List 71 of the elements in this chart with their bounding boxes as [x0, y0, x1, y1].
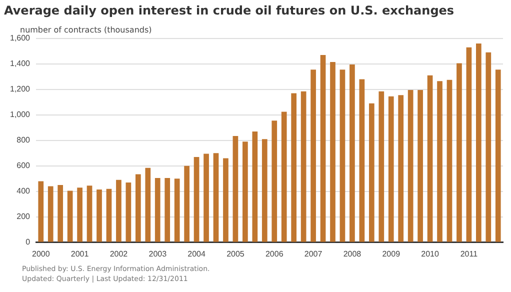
bar [330, 62, 336, 242]
bar [272, 120, 278, 242]
y-tick-label: 1,200 [10, 84, 31, 94]
bar [48, 186, 54, 242]
bar [466, 47, 472, 242]
x-tick-label: 2007 [304, 249, 323, 258]
y-tick-label: 1,000 [10, 110, 31, 120]
x-tick-label: 2008 [343, 249, 362, 258]
bar [281, 112, 287, 242]
x-tick-label: 2011 [460, 249, 478, 258]
bar [58, 185, 64, 242]
y-tick-label: 600 [16, 161, 31, 170]
bar [116, 180, 122, 242]
x-tick-label: 2000 [32, 249, 50, 258]
x-tick-label: 2001 [70, 249, 90, 258]
bar [378, 91, 384, 242]
bar [213, 153, 219, 242]
bar [194, 156, 200, 242]
bar [232, 136, 238, 242]
x-tick-label: 2009 [382, 249, 401, 258]
x-tick-label: 2010 [421, 249, 440, 258]
bar [252, 131, 258, 242]
bar [340, 70, 346, 242]
chart-title: Average daily open interest in crude oil futures on U.S. exchanges [4, 3, 454, 18]
bar [242, 142, 248, 242]
y-tick-label: 400 [16, 186, 31, 196]
bar [446, 80, 452, 242]
bar [320, 54, 326, 242]
bar [204, 154, 209, 242]
bar [456, 63, 462, 242]
y-tick-label: 1,600 [10, 34, 31, 43]
bar [486, 52, 492, 242]
bar [86, 186, 92, 242]
bar [145, 168, 151, 242]
y-tick-label: 1,400 [10, 59, 31, 68]
x-tick-label: 2006 [265, 249, 284, 258]
bar [350, 64, 355, 242]
bar [291, 93, 297, 242]
bar [427, 75, 433, 242]
bar [38, 181, 44, 242]
x-tick-label: 2005 [226, 249, 245, 258]
y-tick-label: 0 [26, 238, 31, 247]
bar [174, 178, 180, 242]
bar [106, 188, 112, 242]
bar [154, 178, 160, 242]
bar [135, 174, 141, 242]
bar [184, 166, 190, 242]
x-tick-label: 2002 [110, 249, 128, 258]
x-tick-label: 2003 [148, 249, 168, 258]
bar [67, 190, 73, 242]
bar [418, 90, 423, 242]
bar [96, 189, 102, 242]
y-axis-title: number of contracts (thousands) [20, 25, 152, 34]
bar [310, 70, 316, 242]
bar [359, 79, 365, 242]
bar [77, 188, 82, 242]
bar [398, 95, 404, 242]
bar [476, 44, 482, 242]
x-tick-label: 2004 [188, 249, 206, 258]
y-tick-label: 200 [16, 212, 31, 222]
bar [408, 90, 414, 242]
bar [368, 103, 374, 242]
bar [262, 139, 268, 242]
bar [223, 158, 228, 242]
bar [388, 96, 394, 242]
y-tick-label: 800 [16, 136, 31, 145]
bar [300, 91, 306, 242]
bar [495, 70, 501, 242]
bar [437, 81, 442, 242]
bar [164, 178, 170, 242]
bar [126, 182, 132, 242]
